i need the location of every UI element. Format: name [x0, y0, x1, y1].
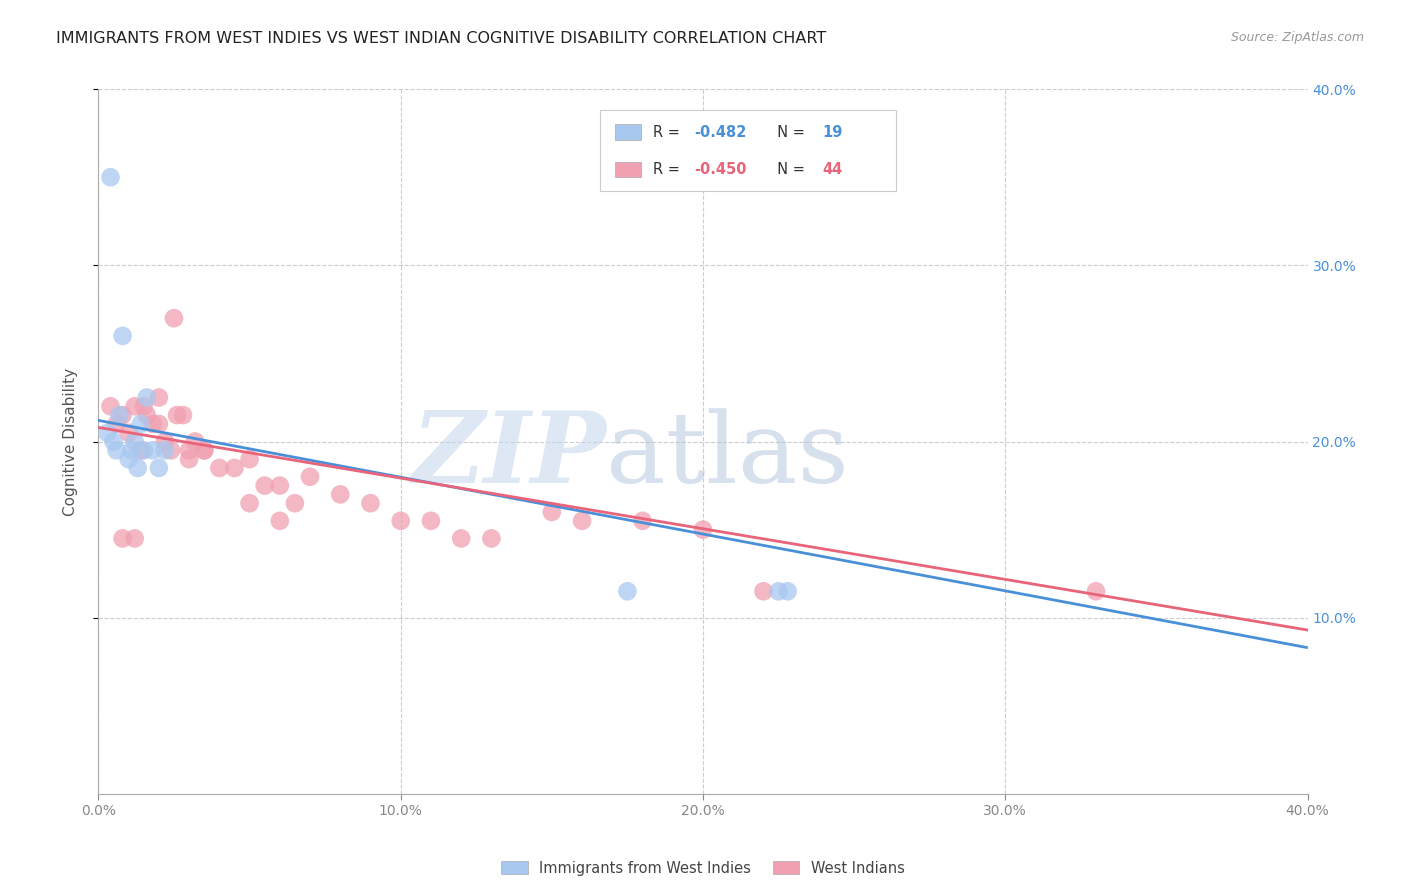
Point	[631, 514, 654, 528]
Point	[776, 584, 799, 599]
Point	[166, 408, 188, 422]
FancyBboxPatch shape	[600, 111, 897, 192]
Point	[208, 461, 231, 475]
Point	[616, 584, 638, 599]
Text: -0.450: -0.450	[695, 162, 747, 177]
Point	[768, 584, 790, 599]
Text: 19: 19	[823, 125, 844, 140]
Point	[284, 496, 307, 510]
Text: N =: N =	[768, 162, 810, 177]
Point	[389, 514, 412, 528]
Text: N =: N =	[768, 125, 810, 140]
Point	[100, 399, 122, 413]
Point	[142, 443, 165, 458]
Point	[253, 478, 276, 492]
Point	[420, 514, 443, 528]
Point	[571, 514, 593, 528]
Point	[269, 478, 291, 492]
Point	[153, 443, 176, 458]
Text: R =: R =	[654, 162, 685, 177]
Point	[111, 532, 134, 546]
Text: -0.482: -0.482	[695, 125, 747, 140]
Point	[132, 443, 155, 458]
Point	[135, 408, 157, 422]
Point	[148, 391, 170, 405]
Text: 44: 44	[823, 162, 844, 177]
Point	[142, 417, 165, 431]
Point	[329, 487, 352, 501]
Text: Source: ZipAtlas.com: Source: ZipAtlas.com	[1230, 31, 1364, 45]
Point	[179, 452, 201, 467]
Point	[163, 311, 186, 326]
Point	[172, 408, 194, 422]
Point	[481, 532, 503, 546]
Y-axis label: Cognitive Disability: Cognitive Disability	[63, 368, 77, 516]
Point	[153, 434, 176, 449]
Point	[239, 496, 262, 510]
Point	[124, 434, 146, 449]
FancyBboxPatch shape	[614, 161, 641, 178]
Point	[100, 170, 122, 185]
Point	[148, 417, 170, 431]
Point	[129, 443, 152, 458]
Point	[692, 523, 714, 537]
Point	[121, 443, 143, 458]
Point	[132, 399, 155, 413]
Point	[224, 461, 246, 475]
Point	[105, 417, 128, 431]
Point	[184, 434, 207, 449]
Point	[193, 443, 215, 458]
Point	[124, 399, 146, 413]
Point	[118, 452, 141, 467]
Point	[179, 443, 201, 458]
Point	[299, 469, 322, 483]
FancyBboxPatch shape	[614, 125, 641, 140]
Point	[450, 532, 472, 546]
Point	[129, 417, 152, 431]
Point	[269, 514, 291, 528]
Point	[239, 452, 262, 467]
Text: ZIP: ZIP	[412, 408, 606, 504]
Point	[160, 443, 183, 458]
Text: R =: R =	[654, 125, 685, 140]
Point	[124, 532, 146, 546]
Legend: Immigrants from West Indies, West Indians: Immigrants from West Indies, West Indian…	[495, 855, 911, 881]
Point	[193, 443, 215, 458]
Point	[752, 584, 775, 599]
Point	[148, 461, 170, 475]
Point	[135, 391, 157, 405]
Point	[127, 461, 149, 475]
Point	[540, 505, 562, 519]
Point	[360, 496, 382, 510]
Point	[111, 408, 134, 422]
Point	[103, 434, 125, 449]
Point	[111, 328, 134, 343]
Point	[108, 408, 131, 422]
Point	[118, 425, 141, 440]
Text: IMMIGRANTS FROM WEST INDIES VS WEST INDIAN COGNITIVE DISABILITY CORRELATION CHAR: IMMIGRANTS FROM WEST INDIES VS WEST INDI…	[56, 31, 827, 46]
Point	[1085, 584, 1108, 599]
Point	[105, 443, 128, 458]
Text: atlas: atlas	[606, 408, 849, 503]
Point	[96, 425, 118, 440]
